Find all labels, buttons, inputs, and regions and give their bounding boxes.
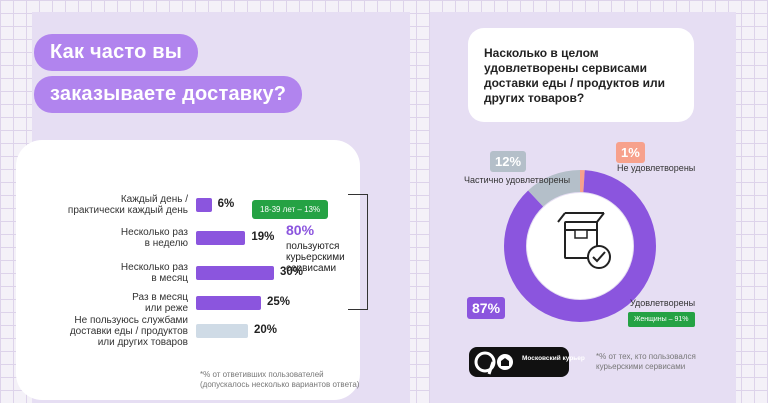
bar-value-label: 20% bbox=[254, 324, 278, 336]
bar-value-label: 19% bbox=[251, 231, 275, 243]
bracket-line bbox=[348, 194, 368, 310]
bar-label-line: или реже bbox=[144, 303, 188, 314]
bar-label: Несколько раз в неделю bbox=[18, 227, 188, 249]
age-badge: 18-39 лет – 13% bbox=[252, 200, 329, 219]
bar bbox=[196, 198, 212, 212]
bar-label-line: Не пользуюсь службами bbox=[74, 314, 188, 326]
bar bbox=[196, 266, 274, 280]
bar-label-line: Каждый день / bbox=[120, 194, 188, 205]
bar-label-line: практически каждый день bbox=[67, 205, 188, 216]
women-badge: Женщины – 91% bbox=[628, 312, 695, 327]
bar-value-label: 25% bbox=[267, 296, 291, 308]
bar-label-line: в месяц bbox=[151, 273, 188, 284]
bar-label: Каждый день / практически каждый день bbox=[18, 194, 188, 216]
survey-question: Насколько в целом удовлетворены сервисам… bbox=[468, 28, 694, 122]
bar-value-label: 30% bbox=[280, 266, 304, 278]
bar-label-line: доставки еды / продуктов bbox=[69, 325, 188, 337]
donut-slice bbox=[504, 170, 656, 322]
bar-label: Несколько раз в месяц bbox=[18, 262, 188, 284]
bar-label-line: Несколько раз bbox=[120, 262, 188, 273]
bar-label-line: Раз в месяц bbox=[132, 292, 188, 303]
courier-percentage: 80% bbox=[286, 222, 315, 238]
bar-value-label: 6% bbox=[217, 198, 235, 210]
title-line-1: Как часто вы bbox=[34, 34, 199, 71]
bar bbox=[196, 296, 261, 310]
title-line-2: заказываете доставку? bbox=[34, 76, 303, 113]
donut-slice bbox=[504, 170, 656, 322]
unsatisfied-percentage: 1% bbox=[616, 142, 645, 163]
bar-label-line: в неделю bbox=[144, 238, 188, 249]
bar-chart-card bbox=[16, 140, 360, 400]
bar bbox=[196, 231, 246, 245]
unsatisfied-label: Не удовлетворены bbox=[617, 163, 696, 173]
donut-center bbox=[527, 193, 633, 299]
satisfied-percentage: 87% bbox=[467, 297, 506, 319]
bar-label-line: Несколько раз bbox=[120, 227, 188, 238]
right-footnote: *% от тех, кто пользовался курьерскими с… bbox=[596, 352, 696, 371]
bar-label: Раз в месяц или реже bbox=[18, 292, 188, 314]
partial-label: Частично удовлетворены bbox=[464, 175, 571, 185]
left-footnote: *% от ответивших пользователей (допускал… bbox=[200, 370, 360, 389]
bar bbox=[196, 324, 248, 338]
logo-text: Московский курьер bbox=[522, 355, 585, 362]
moscow-courier-logo-icon bbox=[474, 351, 513, 375]
partial-percentage: 12% bbox=[490, 151, 527, 172]
courier-caption: пользуются курьерскими сервисами bbox=[286, 241, 345, 274]
box-check-icon bbox=[557, 212, 611, 269]
logo bbox=[469, 347, 569, 377]
satisfied-label: Удовлетворены bbox=[630, 298, 696, 308]
bar-label-line: или других товаров bbox=[97, 336, 188, 348]
bar-label: Не пользуюсь службами доставки еды / прод… bbox=[18, 315, 188, 348]
